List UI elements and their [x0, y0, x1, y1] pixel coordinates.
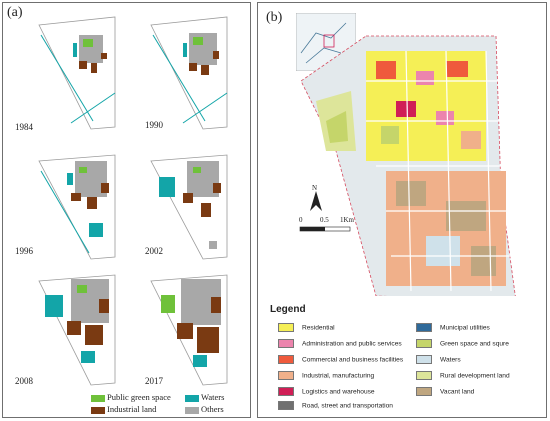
panel-b: (b) [257, 2, 547, 418]
legend-title: Legend [270, 304, 306, 315]
swatch-icon [91, 406, 105, 414]
legend-others: Others [185, 404, 224, 414]
map-2008 [38, 274, 116, 386]
year-label: 1996 [15, 246, 33, 256]
year-label: 2017 [145, 376, 163, 386]
north-arrow-icon [310, 191, 322, 211]
legend-item: Vacant land [416, 387, 474, 396]
map-1984 [38, 16, 116, 130]
map-1990 [150, 16, 228, 130]
legend-item: Industrial, manufacturing [278, 371, 374, 380]
swatch-icon [185, 394, 199, 402]
legend-waters: Waters [185, 392, 224, 402]
panel-a: (a) 1984 1990 1996 [2, 2, 251, 418]
swatch-icon [278, 339, 294, 348]
swatch-icon [185, 406, 199, 414]
swatch-icon [278, 323, 294, 332]
legend-item: Municipal utilities [416, 323, 490, 332]
legend-item: Residential [278, 323, 335, 332]
land-use-map [300, 35, 516, 296]
map-2017 [150, 274, 228, 386]
scale-bar [299, 226, 351, 232]
swatch-icon [416, 355, 432, 364]
legend-industrial: Industrial land [91, 404, 156, 414]
legend-item: Rural development land [416, 371, 510, 380]
panel-b-letter: (b) [266, 10, 283, 25]
swatch-icon [416, 323, 432, 332]
panel-a-letter: (a) [7, 5, 23, 20]
swatch-icon [278, 401, 294, 410]
swatch-icon [278, 371, 294, 380]
legend-item: Commercial and business facilities [278, 355, 403, 364]
swatch-icon [416, 371, 432, 380]
legend-item: Administration and public services [278, 339, 402, 348]
scale-end: 1Km [340, 216, 354, 224]
map-2002 [150, 154, 228, 260]
year-label: 2002 [145, 246, 163, 256]
legend-item: Logistics and warehouse [278, 387, 375, 396]
scale-zero: 0 [299, 216, 303, 224]
swatch-icon [91, 394, 105, 402]
year-label: 1984 [15, 122, 33, 132]
year-label: 1990 [145, 120, 163, 130]
swatch-icon [416, 387, 432, 396]
north-label: N [312, 184, 318, 192]
swatch-icon [278, 355, 294, 364]
legend-item: Green space and squre [416, 339, 509, 348]
scale-mid: 0.5 [320, 216, 329, 224]
legend-item: Waters [416, 355, 461, 364]
year-label: 2008 [15, 376, 33, 386]
map-1996 [38, 154, 116, 260]
swatch-icon [278, 387, 294, 396]
legend-public-green: Public green space [91, 392, 171, 402]
swatch-icon [416, 339, 432, 348]
legend-item: Road, street and transportation [278, 401, 393, 410]
